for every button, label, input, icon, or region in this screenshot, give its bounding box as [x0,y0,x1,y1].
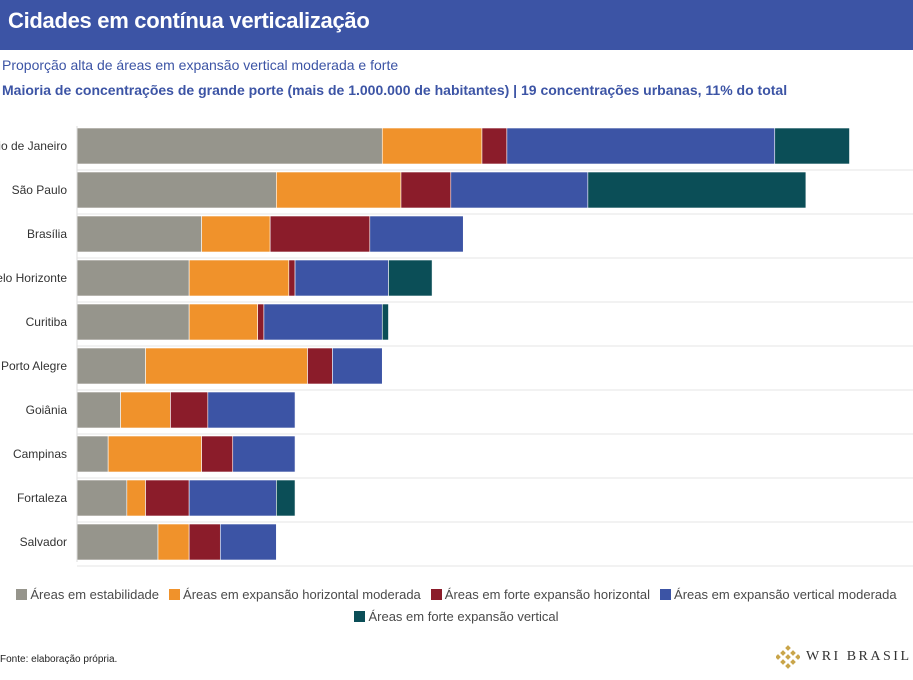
legend-swatch-horizontal-moderada [169,588,181,600]
wri-brasil-logo: WRI BRASIL [776,645,912,669]
category-label: Campinas [13,447,67,461]
bar-segment [400,171,452,209]
bar-segment [207,391,296,429]
bar-segment [107,435,202,473]
bar-segment [257,303,265,341]
legend-item-forte-vertical: Áreas em forte expansão vertical [354,608,559,624]
bar-segment [76,391,121,429]
category-label: Brasília [27,227,67,241]
legend-swatch-estabilidade [16,588,28,600]
bar-segment [76,259,190,297]
bar-segment [450,171,589,209]
bar-segment [369,215,464,253]
bar-segment [232,435,296,473]
bar-segment [263,303,383,341]
logo-text: WRI BRASIL [806,649,912,664]
category-label: Fortaleza [17,491,67,505]
bar-segment [288,259,296,297]
bar-segment [145,347,308,385]
category-label: Goiânia [26,403,68,417]
bar-segment [276,171,402,209]
bar-segment [145,479,190,517]
bar-segment [188,479,277,517]
bar-segment [388,259,433,297]
chart-subtitle: Proporção alta de áreas em expansão vert… [2,57,399,73]
legend-swatch-forte-horizontal [430,588,442,600]
bar-segment [201,435,234,473]
bar-segment [76,479,128,517]
bar-segment [76,171,277,209]
bar-segment [76,303,190,341]
bar-segment [276,479,296,517]
bar-segment [506,127,776,165]
legend-label-estabilidade: Áreas em estabilidade [30,586,160,602]
chart-description: Maioria de concentrações de grande porte… [2,82,788,98]
category-label: Rio de Janeiro [0,139,67,153]
page-title: Cidades em contínua verticalização [8,8,370,33]
category-label: Porto Alegre [1,359,67,373]
bar-segment [76,523,159,561]
source-note: Fonte: elaboração própria. [0,654,118,665]
bar-segment [76,435,109,473]
bar-segment [587,171,807,209]
title-banner: Cidades em contínua verticalização [0,0,913,50]
bar-segment [76,127,383,165]
legend-swatch-forte-vertical [354,610,366,622]
bar-segment [381,127,483,165]
category-label: Curitiba [26,315,68,329]
category-label: São Paulo [12,183,68,197]
legend-item-estabilidade: Áreas em estabilidade [16,587,159,602]
bar-segment [126,479,146,517]
wri-diamond-logo-icon [776,645,800,669]
bar-segment [201,215,271,253]
bar-segment [774,127,850,165]
legend-label-vertical-moderada: Áreas em expansão vertical moderada [674,586,897,602]
legend-label-horizontal-moderada: Áreas em expansão horizontal moderada [183,586,421,602]
legend-item-forte-horizontal: Áreas em forte expansão horizontal [430,586,651,602]
bar-segment [170,391,209,429]
category-label: Salvador [20,535,67,549]
legend-swatch-vertical-moderada [660,588,672,600]
stacked-bar-chart: Rio de Janeiro São Paulo Brasília Belo Hori… [0,126,913,567]
bar-segment [307,347,333,385]
bar-segment [188,303,258,341]
chart-legend: Áreas em estabilidade Áreas em expansão … [0,583,913,627]
bar-segment [219,523,277,561]
legend-label-forte-horizontal: Áreas em forte expansão horizontal [444,586,651,602]
bar-segment [294,259,389,297]
bar-segment [269,215,371,253]
bar-segment [76,347,146,385]
bar-segment [188,523,221,561]
legend-item-horizontal-moderada: Áreas em expansão horizontal moderada [169,587,421,602]
category-label: Belo Horizonte [0,271,67,285]
bar-segment [120,391,171,429]
bar-segment [157,523,190,561]
legend-row-1: Áreas em estabilidade Áreas em expansão … [0,583,913,605]
legend-item-vertical-moderada: Áreas em expansão vertical moderada [660,587,897,602]
bar-segment [188,259,290,297]
legend-label-forte-vertical: Áreas em forte expansão vertical [368,608,559,624]
bar-segment [381,303,389,341]
bar-segment [76,215,202,253]
bar-segment [332,347,383,385]
legend-row-2: Áreas em forte expansão vertical [0,605,913,627]
bar-segment [481,127,508,165]
